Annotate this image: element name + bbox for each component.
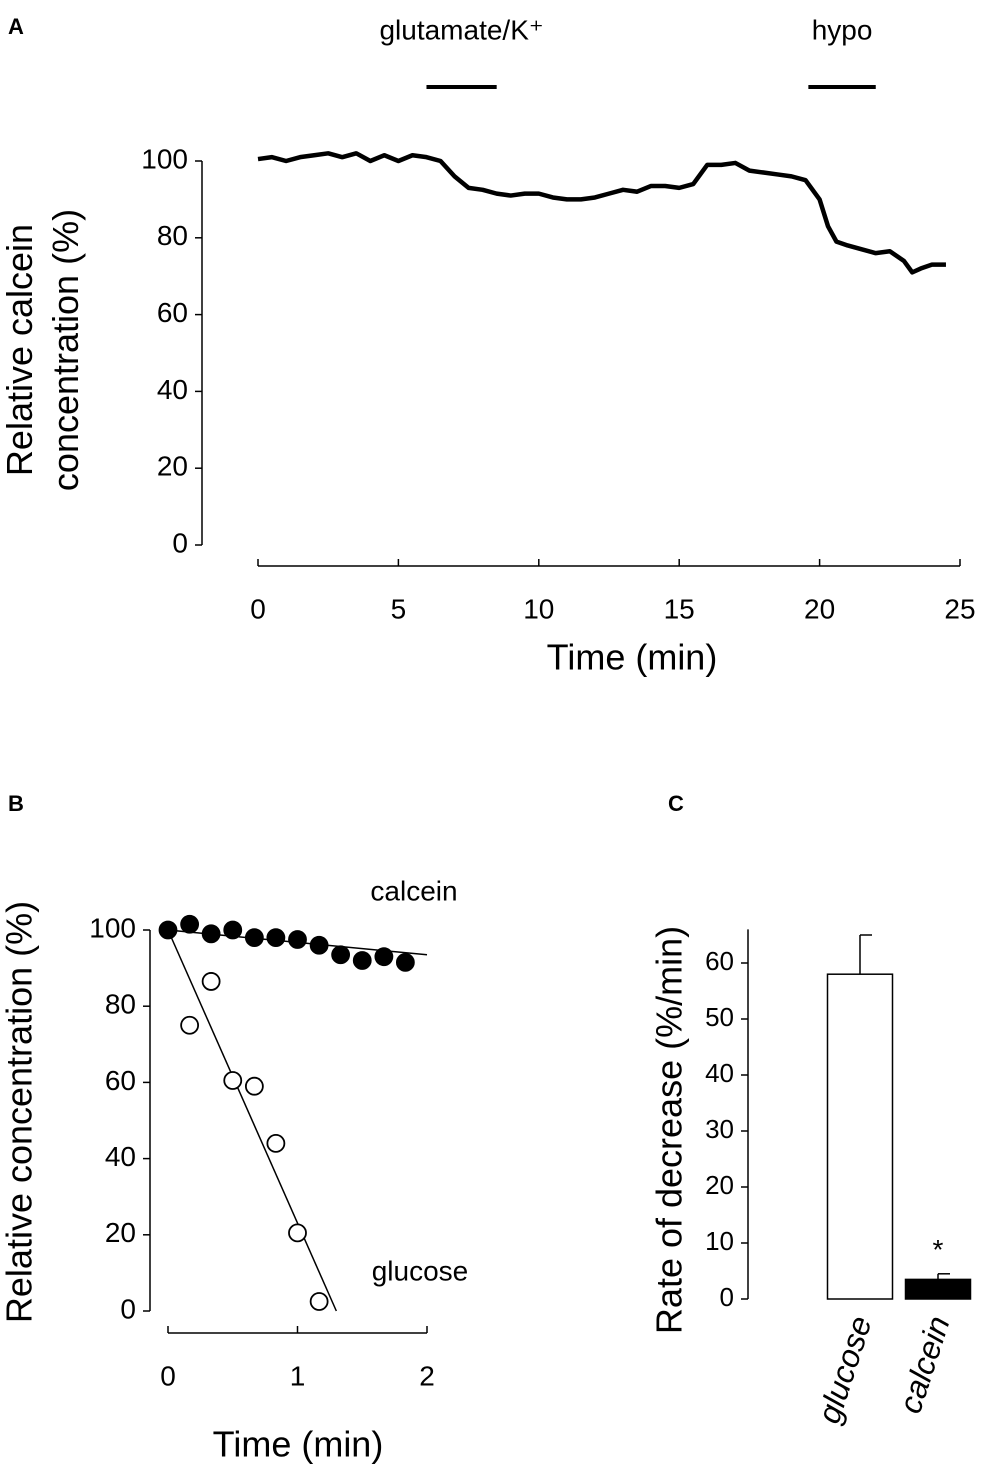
y-tick-label: 80 bbox=[105, 989, 136, 1020]
y-axis-label: Relative concentration (%) bbox=[0, 901, 40, 1323]
point bbox=[180, 1015, 200, 1035]
y-tick-label: 100 bbox=[89, 912, 136, 943]
y-axis-label: Rate of decrease (%/min) bbox=[649, 926, 690, 1334]
point bbox=[266, 1133, 286, 1153]
point bbox=[374, 947, 394, 967]
y-tick-label: 40 bbox=[157, 374, 188, 405]
point bbox=[266, 928, 286, 948]
bar bbox=[826, 973, 894, 1300]
panel-letter: A bbox=[8, 14, 24, 39]
point bbox=[201, 924, 221, 944]
y-axis-label: Relative calcein concentration (%) bbox=[0, 209, 86, 491]
annotation: hypo bbox=[812, 14, 873, 45]
y-axis-label-line: Relative calcein bbox=[0, 224, 40, 476]
point bbox=[180, 914, 200, 934]
point bbox=[244, 1076, 264, 1096]
x-tick-label: 1 bbox=[290, 1360, 306, 1391]
x-tick-label: 0 bbox=[160, 1360, 176, 1391]
annotation: glutamate/K⁺ bbox=[379, 14, 543, 45]
point bbox=[223, 1071, 243, 1090]
y-tick-label: 60 bbox=[157, 297, 188, 328]
x-tick-label: 15 bbox=[664, 593, 695, 624]
y-tick-label: 20 bbox=[105, 1217, 136, 1248]
bar bbox=[904, 1278, 972, 1300]
x-tick-label: 10 bbox=[523, 593, 554, 624]
x-tick-label: 0 bbox=[250, 593, 266, 624]
x-tick-label: calcein bbox=[892, 1312, 957, 1418]
point bbox=[395, 952, 415, 972]
y-tick-label: 60 bbox=[705, 946, 734, 976]
x-tick-label: 2 bbox=[419, 1360, 435, 1391]
y-axis-label-line: concentration (%) bbox=[45, 209, 86, 491]
x-axis-label: Time (min) bbox=[547, 637, 718, 678]
point bbox=[288, 1223, 307, 1243]
series-label: calcein bbox=[370, 875, 457, 906]
y-tick-label: 30 bbox=[705, 1114, 734, 1144]
series-label: glucose bbox=[372, 1255, 469, 1286]
point bbox=[201, 972, 221, 991]
y-tick-label: 0 bbox=[120, 1293, 136, 1324]
y-tick-label: 10 bbox=[705, 1226, 734, 1256]
annotation: * bbox=[933, 1234, 944, 1265]
y-tick-label: 40 bbox=[105, 1141, 136, 1172]
point bbox=[223, 920, 243, 940]
point bbox=[158, 920, 178, 940]
point bbox=[352, 951, 372, 970]
x-tick-label: glucose bbox=[810, 1312, 878, 1428]
y-tick-label: 0 bbox=[172, 527, 188, 558]
point bbox=[309, 1292, 329, 1311]
x-tick-label: 20 bbox=[804, 593, 835, 624]
point bbox=[331, 945, 351, 965]
x-tick-label: 25 bbox=[944, 593, 975, 624]
fit-line bbox=[167, 929, 338, 1312]
y-tick-label: 60 bbox=[105, 1065, 136, 1096]
data-line bbox=[257, 151, 946, 275]
y-tick-label: 100 bbox=[141, 143, 188, 174]
y-tick-label: 80 bbox=[157, 220, 188, 251]
y-tick-label: 20 bbox=[157, 451, 188, 482]
y-tick-label: 0 bbox=[720, 1282, 734, 1312]
y-tick-label: 40 bbox=[705, 1058, 734, 1088]
y-tick-label: 20 bbox=[705, 1170, 734, 1200]
point bbox=[244, 928, 264, 948]
x-tick-label: 5 bbox=[391, 593, 407, 624]
x-axis-label: Time (min) bbox=[213, 1424, 384, 1465]
point bbox=[309, 935, 329, 955]
y-tick-label: 50 bbox=[705, 1002, 734, 1032]
panel-letter: B bbox=[8, 791, 24, 816]
panel-letter: C bbox=[668, 791, 684, 816]
point bbox=[288, 930, 307, 949]
